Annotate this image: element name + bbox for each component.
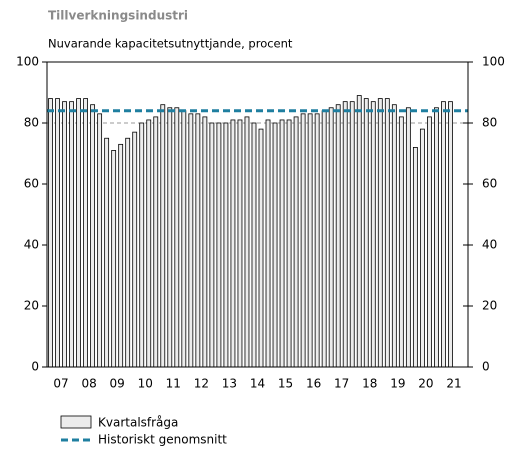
bar [272,122,278,368]
bar [405,107,411,368]
plot-frame [46,61,469,368]
bar [83,98,89,368]
y-tick-label: 20 [24,299,39,313]
bar [363,98,369,368]
chart-subtitle: Nuvarande kapacitetsutnyttjande, procent [48,37,293,51]
y2-tick-label: 80 [482,116,497,130]
bar [188,113,194,368]
bar [139,122,145,368]
bar [258,128,264,368]
x-tick-label: 12 [194,377,209,391]
bar [153,116,159,368]
legend-swatch [60,415,92,429]
x-tick-label: 11 [166,377,181,391]
x-tick-label: 19 [390,377,405,391]
bar [335,104,341,368]
y-tick-label: 0 [31,360,39,374]
y2-tick-label: 40 [482,238,497,252]
bar [328,107,334,368]
x-tick-label: 09 [110,377,125,391]
bar [419,128,425,368]
x-tick-label: 14 [250,377,265,391]
bar [349,101,355,368]
x-tick-label: 07 [53,377,68,391]
bar [441,101,446,368]
bar [132,131,138,368]
bar [293,116,299,368]
x-tick-label: 15 [278,377,293,391]
bar [230,119,236,368]
x-tick-label: 18 [362,377,377,391]
bar [195,113,201,368]
bar [384,98,390,368]
bar [104,137,110,368]
bar [62,101,67,368]
bar [237,119,243,368]
x-tick-label: 08 [81,377,96,391]
bar [181,110,187,368]
bar [244,116,250,368]
bar [223,122,229,368]
bar [76,98,81,368]
bar [412,146,418,368]
bar [48,98,53,368]
bar [209,122,215,368]
x-tick-label: 13 [222,377,237,391]
bar [146,119,152,368]
bar [265,119,271,368]
x-tick-label: 20 [418,377,433,391]
bar [125,137,131,368]
y-tick-label: 40 [24,238,39,252]
x-tick-label: 17 [334,377,349,391]
x-tick-label: 10 [138,377,153,391]
bar [314,113,320,368]
y2-tick-label: 0 [482,360,490,374]
bar [426,116,432,368]
y2-tick-label: 100 [482,55,505,69]
y2-tick-label: 60 [482,177,497,191]
y-tick-label: 80 [24,116,39,130]
bar [111,150,117,368]
legend-label: Historiskt genomsnitt [98,433,227,447]
bar [321,110,327,368]
bar [167,107,173,368]
y-tick-label: 100 [16,55,39,69]
bar [90,104,96,368]
bar [300,113,306,368]
bar [434,107,439,368]
x-tick-label: 16 [306,377,321,391]
chart-title: Tillverkningsindustri [48,9,188,23]
y2-tick-label: 20 [482,299,497,313]
bar [160,104,166,368]
bar [69,101,74,368]
bar [307,113,313,368]
bar [391,104,397,368]
bar [370,101,376,368]
bar [398,116,404,368]
bar [279,119,285,368]
bar [342,101,348,368]
bar [216,122,222,368]
bar [448,101,453,368]
bar [202,116,208,368]
bar [97,113,103,368]
legend-label: Kvartalsfråga [98,416,178,430]
bar [118,143,124,368]
bar [174,107,180,368]
x-tick-label: 21 [446,377,461,391]
bar [356,95,362,368]
bar [286,119,292,368]
bar [377,98,383,368]
bar [55,98,60,368]
y-tick-label: 60 [24,177,39,191]
bar [251,122,257,368]
